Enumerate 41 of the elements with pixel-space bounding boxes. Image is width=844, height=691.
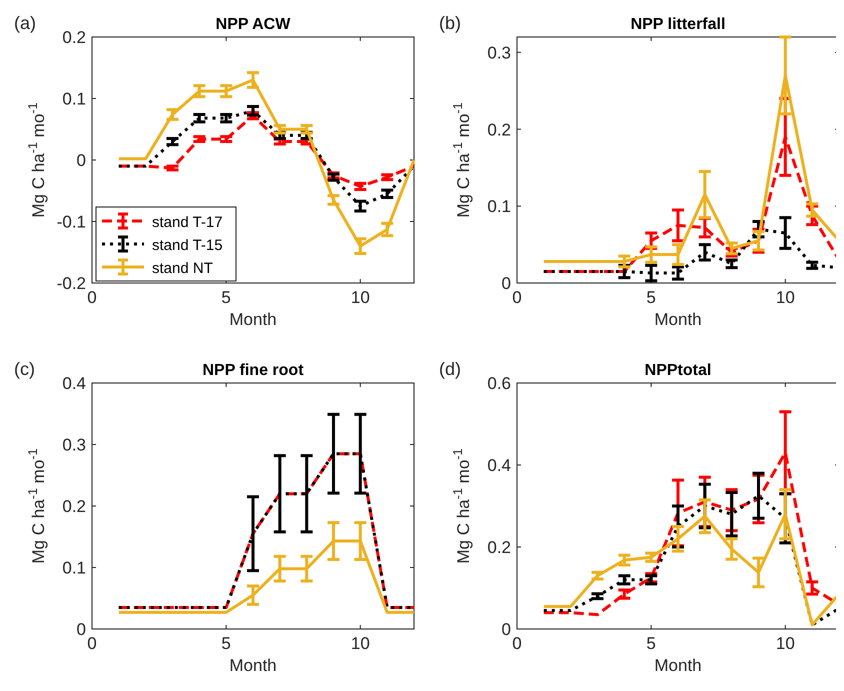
y-tick-label: -0.1 [56, 212, 86, 232]
y-tick-label: -0.2 [56, 274, 86, 293]
legend-label: stand T-17 [152, 214, 223, 231]
text: (b) [439, 13, 461, 33]
x-tick-label: 5 [646, 634, 656, 653]
x-tick-label: 5 [221, 288, 231, 307]
chart-title: NPP ACW [216, 16, 292, 33]
y-tick-label: 0 [502, 620, 511, 639]
y-tick-label: 0.4 [487, 456, 511, 475]
y-tick-label: 0.2 [487, 538, 511, 557]
legend-label: stand T-15 [152, 237, 223, 254]
x-axis-title: Month [654, 310, 702, 329]
x-tick-label: 5 [646, 288, 656, 307]
y-tick-label: 0 [76, 620, 86, 639]
x-axis-title: Month [654, 656, 702, 675]
text: (c) [14, 359, 35, 379]
y-tick-label: 0.6 [487, 374, 511, 393]
legend-label: stand NT [152, 260, 213, 277]
y-tick-label: 0.1 [62, 90, 86, 108]
x-tick-label: 10 [776, 634, 795, 653]
y-tick-label: 0.3 [487, 43, 511, 62]
y-tick-label: 0.4 [62, 374, 86, 393]
chart-title: NPP fine root [202, 362, 304, 379]
x-tick-label: 10 [350, 288, 370, 307]
y-tick-label: 0.2 [62, 28, 86, 47]
x-tick-label: 10 [776, 288, 795, 307]
y-tick-label: 0.1 [62, 558, 86, 578]
x-tick-label: 5 [221, 634, 231, 653]
text: (a) [14, 13, 36, 33]
x-tick-label: 10 [350, 634, 370, 653]
y-tick-label: 0.2 [62, 497, 86, 516]
y-tick-label: 0.1 [487, 197, 511, 216]
chart-title: NPPtotal [644, 362, 712, 379]
y-tick-label: 0.2 [487, 120, 511, 140]
x-axis-title: Month [229, 310, 277, 329]
chart-title: NPP litterfall [630, 16, 726, 33]
y-tick-label: 0.3 [62, 436, 86, 454]
y-tick-label: 0 [502, 274, 511, 293]
x-axis-title: Month [229, 656, 277, 675]
text: (d) [439, 359, 461, 379]
y-tick-label: 0 [76, 151, 86, 170]
